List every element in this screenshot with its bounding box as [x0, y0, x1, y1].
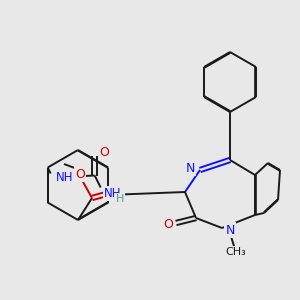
Text: NH: NH — [56, 171, 74, 184]
Text: O: O — [99, 146, 109, 159]
Text: N: N — [225, 224, 235, 236]
Text: CH₃: CH₃ — [226, 247, 246, 257]
Text: O: O — [163, 218, 173, 230]
Text: O: O — [112, 187, 122, 200]
Text: H: H — [116, 194, 124, 205]
Text: N: N — [185, 161, 195, 175]
Text: NH: NH — [104, 187, 122, 200]
Text: O: O — [75, 167, 85, 181]
